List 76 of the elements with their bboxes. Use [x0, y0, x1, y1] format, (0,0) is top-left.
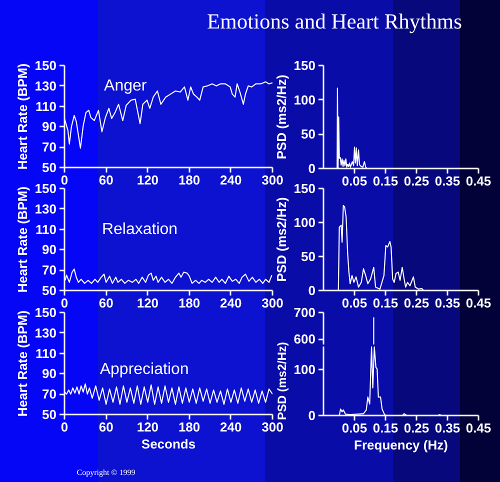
x-tick-label: 0.25	[404, 174, 430, 188]
y-tick-label: 90	[42, 242, 57, 258]
x-tick-label: 0.05	[342, 420, 368, 436]
y-tick-label: 110	[36, 346, 57, 361]
x-tick-label: 0.15	[372, 296, 398, 310]
text: Anger	[104, 77, 148, 94]
y-tick-label: 130	[34, 325, 57, 340]
y-tick-label: 50	[42, 283, 57, 298]
y-axis-title: PSD (ms2/Hz)	[274, 342, 289, 420]
x-tick-label: 300	[262, 420, 284, 434]
x-tick-label: 120	[136, 172, 159, 188]
x-tick-label: 0.35	[434, 420, 460, 436]
x-tick-label: 0.25	[404, 420, 430, 436]
y-tick-label: 150	[294, 181, 316, 196]
x-tick-label: 0	[60, 296, 68, 310]
x-tick-label: 240	[220, 296, 242, 310]
y-tick-label: 70	[42, 262, 57, 278]
y-tick-label: 110	[36, 222, 57, 237]
x-tick-label: 240	[220, 172, 242, 188]
x-tick-label: 0.45	[466, 420, 492, 436]
x-tick-label: 300	[262, 172, 284, 188]
x-axis-title: Frequency (Hz)	[354, 438, 448, 452]
x-tick-label: 240	[220, 420, 242, 434]
x-tick-label: 0	[60, 172, 68, 188]
text: Appreciation	[100, 361, 189, 378]
x-tick-label: 300	[262, 296, 284, 310]
y-axis-title: PSD (ms2/Hz)	[274, 74, 289, 160]
y-tick-label: 50	[301, 126, 316, 142]
x-tick-label: 60	[98, 296, 114, 310]
y-tick-label: 100	[294, 92, 316, 108]
y-tick-label: 110	[36, 98, 57, 114]
x-tick-label: 0.35	[434, 174, 460, 188]
y-tick-label: 130	[34, 201, 57, 216]
x-tick-label: 180	[178, 420, 200, 434]
y-tick-label: 0	[308, 283, 316, 298]
y-tick-label: 150	[294, 58, 316, 73]
y-axis-title: Heart Rate (BPM)	[14, 310, 30, 417]
x-tick-label: 60	[98, 172, 114, 188]
x-tick-label: 0.05	[342, 174, 368, 188]
text: Relaxation	[102, 220, 178, 238]
y-tick-label: 50	[42, 160, 57, 175]
text: Emotions and Heart Rhythms	[206, 10, 462, 34]
y-tick-label: 90	[42, 119, 57, 134]
y-tick-label: 150	[34, 181, 57, 196]
y-tick-label: 70	[42, 386, 57, 402]
y-tick-label: 130	[34, 78, 57, 94]
x-axis-title: Seconds	[141, 436, 196, 452]
y-tick-label: 90	[42, 366, 57, 382]
y-tick-label: 50	[301, 249, 316, 264]
x-tick-label: 120	[136, 420, 159, 434]
y-axis-title: PSD (ms2/Hz)	[274, 197, 289, 282]
y-axis-title: Heart Rate (BPM)	[14, 186, 30, 293]
x-tick-label: 180	[178, 296, 200, 310]
y-tick-label: 700	[294, 305, 316, 320]
y-tick-label: 150	[34, 58, 57, 73]
y-tick-label: 0	[308, 161, 316, 176]
y-tick-label: 100	[294, 215, 316, 230]
x-tick-label: 0	[60, 420, 68, 434]
x-tick-label: 0.45	[466, 174, 492, 188]
x-tick-label: 0.05	[342, 296, 368, 310]
y-tick-label: 100	[294, 362, 316, 377]
y-axis-title: Heart Rate (BPM)	[14, 63, 30, 170]
x-tick-label: 60	[98, 420, 114, 434]
y-tick-label: 150	[34, 305, 57, 320]
y-tick-label: 0	[308, 408, 316, 423]
x-tick-label: 0.15	[372, 174, 398, 188]
x-tick-label: 0.25	[404, 296, 430, 310]
x-tick-label: 0.35	[434, 296, 460, 310]
x-tick-label: 180	[178, 172, 200, 188]
x-tick-label: 0.45	[466, 296, 492, 310]
text: Copyright © 1999	[76, 468, 136, 477]
x-tick-label: 0.15	[372, 420, 398, 436]
y-tick-label: 50	[42, 407, 57, 422]
y-tick-label: 70	[42, 140, 57, 155]
y-tick-label: 600	[294, 332, 316, 347]
x-tick-label: 120	[136, 296, 159, 310]
